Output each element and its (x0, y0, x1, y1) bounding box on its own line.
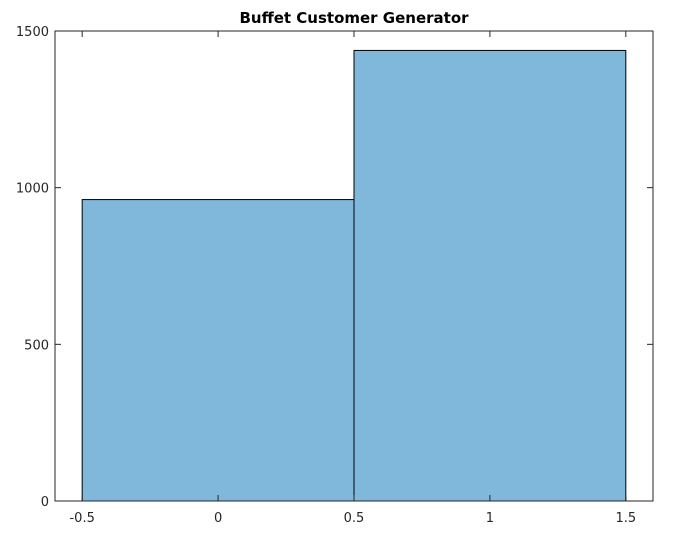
x-tick-label: 1.5 (615, 511, 636, 526)
chart-title: Buffet Customer Generator (239, 9, 469, 27)
y-axis: 0 500 1000 1500 (16, 25, 653, 510)
x-tick-label: 1 (486, 511, 494, 526)
bars-group (81, 49, 627, 502)
x-tick-label: -0.5 (69, 511, 94, 526)
bar-1 (353, 49, 627, 502)
x-tick-label: 0 (214, 511, 222, 526)
y-tick-label: 1000 (16, 182, 49, 197)
bar-0 (81, 199, 355, 502)
x-tick-label: 0.5 (344, 511, 365, 526)
y-tick-label: 500 (24, 338, 49, 353)
y-tick-label: 0 (41, 495, 49, 510)
x-axis: -0.5 0 0.5 1 1.5 (69, 31, 636, 526)
y-tick-label: 1500 (16, 25, 49, 40)
